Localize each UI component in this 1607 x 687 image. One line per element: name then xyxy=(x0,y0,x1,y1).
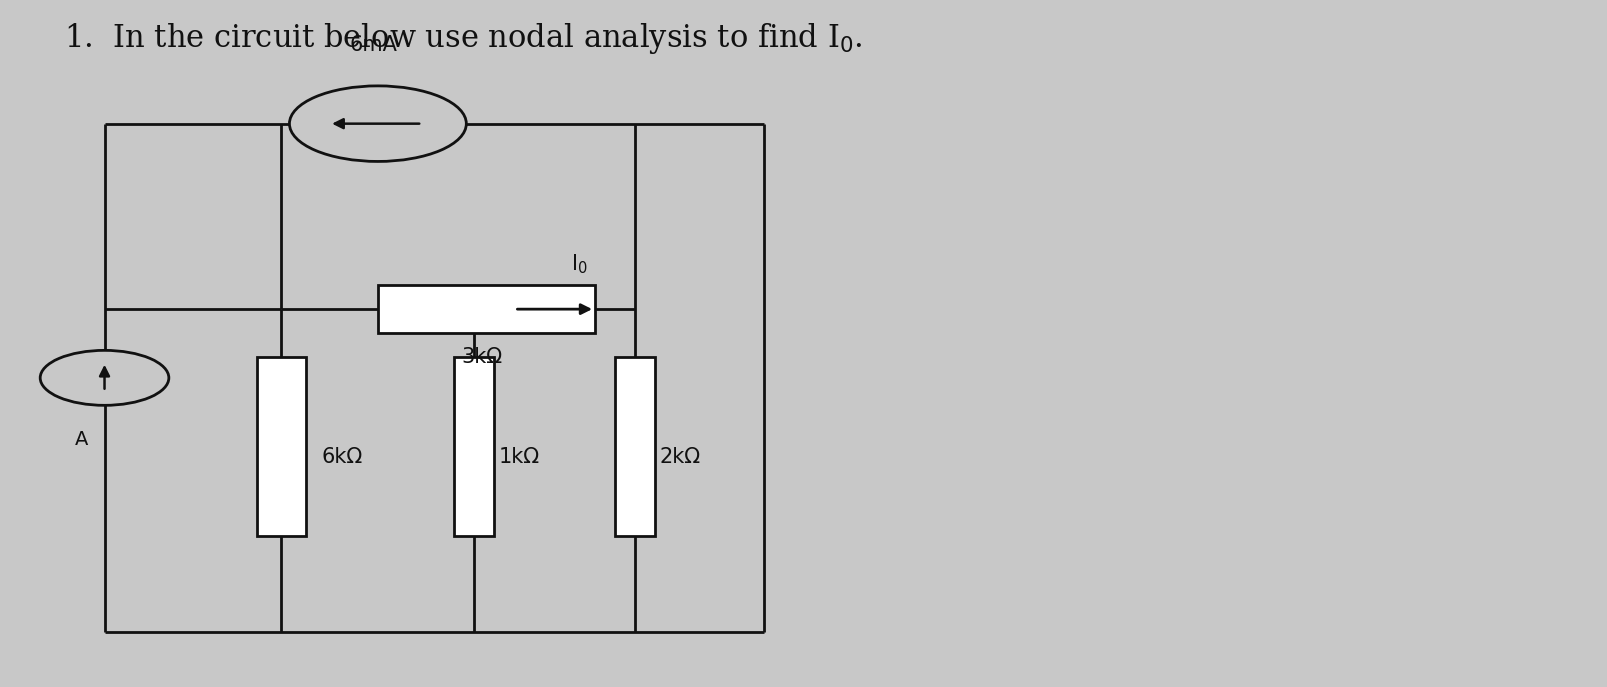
Text: I$_0$: I$_0$ xyxy=(570,253,587,276)
Bar xyxy=(453,357,495,536)
Text: 1.  In the circuit below use nodal analysis to find I$_0$.: 1. In the circuit below use nodal analys… xyxy=(64,21,863,56)
Bar xyxy=(378,285,595,333)
Text: 6kΩ: 6kΩ xyxy=(321,447,363,467)
Bar xyxy=(257,357,305,536)
Bar xyxy=(614,357,656,536)
Text: A: A xyxy=(76,430,88,449)
Text: 1kΩ: 1kΩ xyxy=(498,447,540,467)
Text: 6mA: 6mA xyxy=(349,34,397,55)
Text: 2kΩ: 2kΩ xyxy=(659,447,701,467)
Text: 3kΩ: 3kΩ xyxy=(461,347,503,367)
